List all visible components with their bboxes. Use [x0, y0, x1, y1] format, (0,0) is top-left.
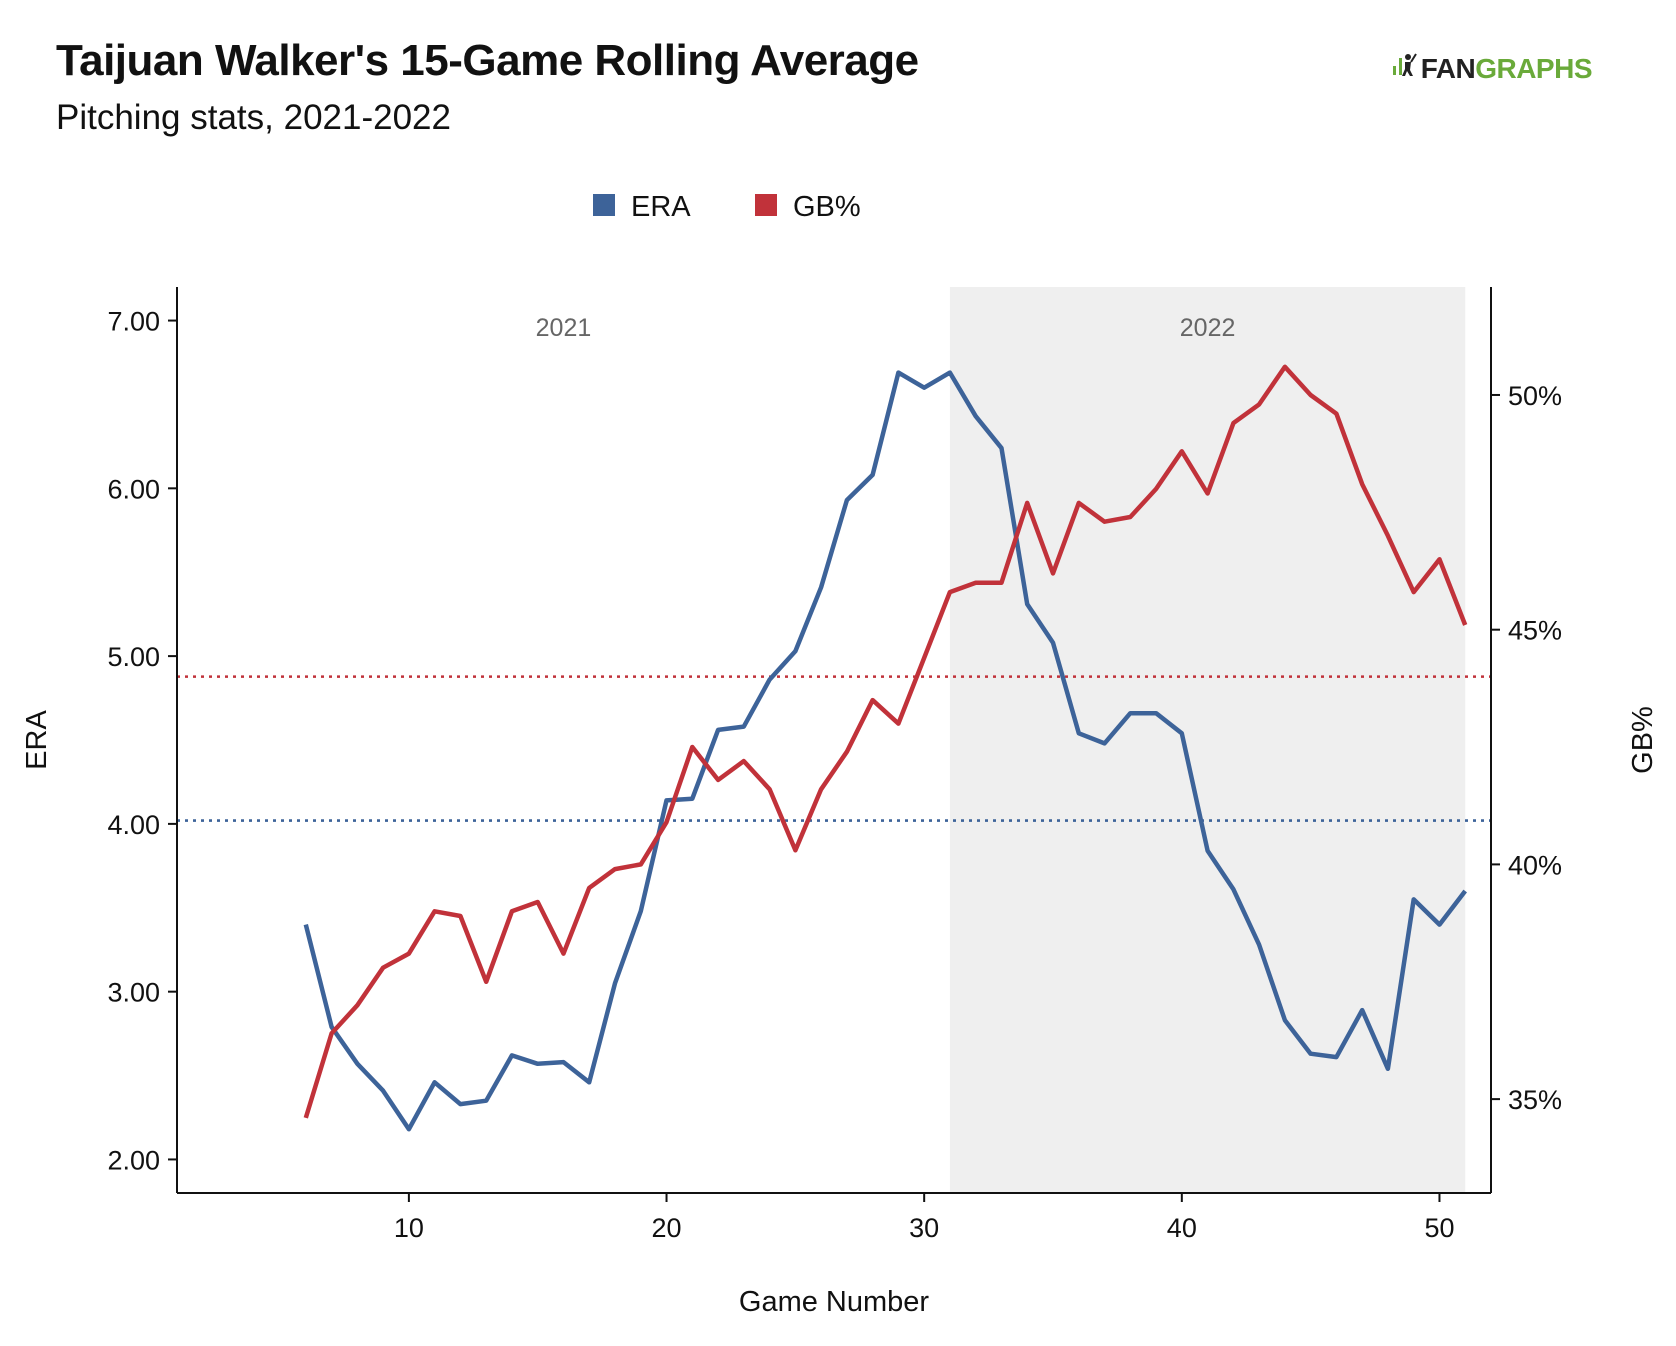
legend-swatch-gb	[755, 194, 777, 216]
logo-text-graphs: GRAPHS	[1475, 52, 1592, 84]
reference-lines-layer	[177, 675, 1491, 822]
series-layer	[303, 364, 1468, 1132]
legend-label-era: ERA	[631, 191, 691, 223]
y-left-tick-label: 2.00	[107, 1145, 160, 1175]
logo-text-fan: FAN	[1420, 52, 1476, 84]
x-tick-label: 40	[1167, 1213, 1197, 1243]
y-axis-left-title: ERA	[21, 710, 53, 770]
region-label-2022: 2022	[1180, 314, 1236, 342]
series-line-era	[303, 370, 1467, 1132]
region-label-2021: 2021	[536, 314, 592, 342]
legend-layer: ERA GB%	[593, 191, 861, 223]
y-right-tick-label: 40%	[1508, 850, 1562, 880]
x-tick-label: 10	[394, 1213, 424, 1243]
x-tick-label: 20	[652, 1213, 682, 1243]
y-right-tick-label: 45%	[1508, 616, 1562, 646]
y-axis-right-title: GB%	[1627, 706, 1659, 774]
series-line-gb	[303, 364, 1468, 1119]
y-left-tick-label: 4.00	[107, 810, 160, 840]
y-left-tick-label: 3.00	[107, 978, 160, 1008]
axes-layer: 10 20 30 40 50 2.00 3.00 4.00 5.00 6.00 7.00 35% 40%…	[21, 287, 1659, 1318]
y-left-tick-label: 7.00	[107, 307, 160, 337]
y-left-tick-label: 5.00	[107, 642, 160, 672]
fangraphs-logo: FAN GRAPHS	[1391, 52, 1592, 85]
chart-title: Taijuan Walker's 15-Game Rolling Average	[56, 36, 919, 85]
batter-logo-icon	[1391, 52, 1417, 85]
x-tick-label: 50	[1424, 1213, 1454, 1243]
y-left-tick-label: 6.00	[107, 474, 160, 504]
y-right-tick-label: 50%	[1508, 381, 1562, 411]
legend-label-gb: GB%	[793, 191, 861, 223]
legend-swatch-era	[593, 194, 615, 216]
region-labels-layer: 2021 2022	[536, 314, 1236, 342]
shaded-region-2022	[949, 287, 1466, 1193]
chart-subtitle: Pitching stats, 2021-2022	[56, 98, 451, 137]
y-right-tick-label: 35%	[1508, 1085, 1562, 1115]
x-axis-title: Game Number	[739, 1286, 930, 1318]
shaded-region-layer	[949, 287, 1466, 1193]
x-tick-label: 30	[909, 1213, 939, 1243]
